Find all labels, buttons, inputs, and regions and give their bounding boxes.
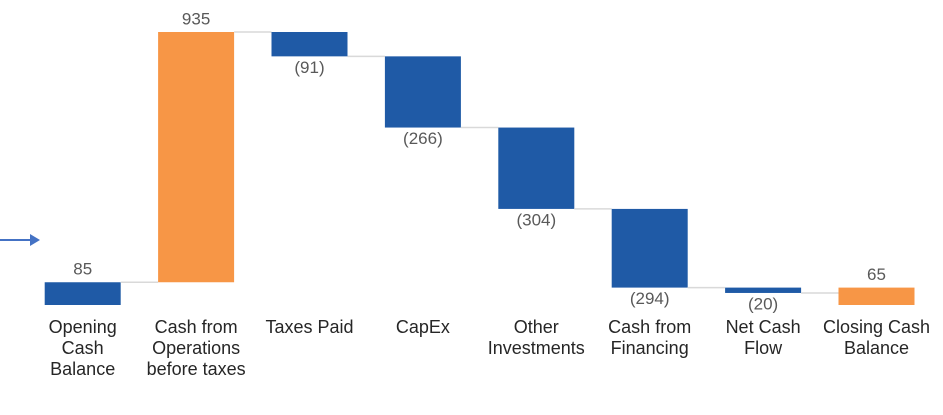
- bar: [271, 32, 348, 57]
- bar: [44, 282, 121, 305]
- category-label: Cash from Operations before taxes: [146, 317, 246, 379]
- data-label: (91): [294, 58, 324, 77]
- data-label: 85: [73, 260, 92, 279]
- category-label: Net Cash Flow: [725, 317, 801, 358]
- pointer-arrow: [0, 234, 40, 246]
- bar: [611, 208, 688, 288]
- data-label: 935: [182, 9, 210, 28]
- data-label: 65: [867, 265, 886, 284]
- data-label: (294): [630, 289, 670, 308]
- data-label: (304): [516, 210, 556, 229]
- category-label: Other Investments: [487, 317, 585, 358]
- bar: [158, 32, 235, 283]
- category-label: Closing Cash Balance: [822, 317, 931, 358]
- data-label: (266): [403, 129, 443, 148]
- category-label: Taxes Paid: [265, 317, 354, 337]
- bar: [384, 56, 461, 128]
- category-label: CapEx: [395, 317, 450, 337]
- bar: [498, 127, 575, 209]
- bar: [725, 287, 802, 293]
- bar: [838, 287, 915, 305]
- category-label: Opening Cash Balance: [48, 317, 117, 379]
- category-label: Cash from Financing: [608, 317, 692, 358]
- data-label: (20): [748, 294, 778, 313]
